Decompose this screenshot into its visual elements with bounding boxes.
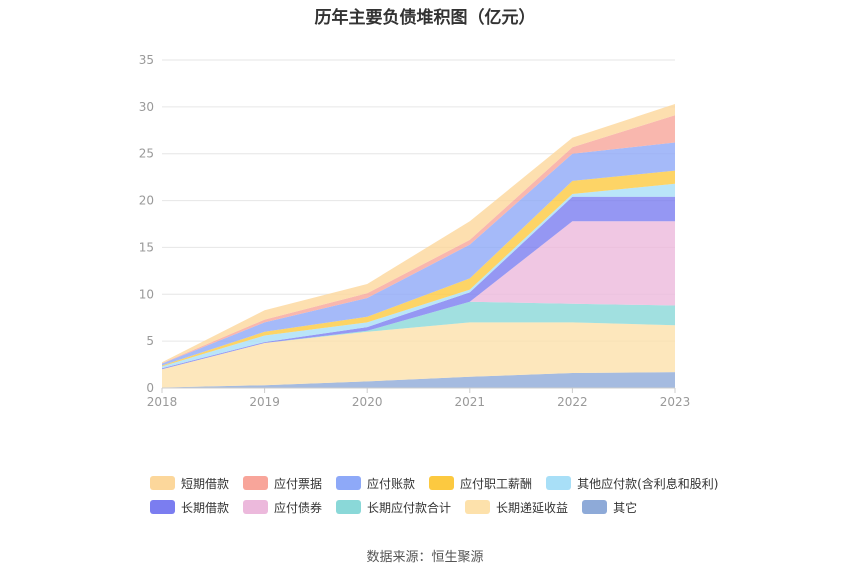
area-series-1[interactable] [162,322,675,388]
legend-label: 长期借款 [181,500,230,515]
y-tick-label: 10 [139,287,154,301]
legend-item[interactable]: 长期应付款合计 [336,499,451,516]
legend-item[interactable]: 其它 [582,499,637,516]
legend-item[interactable]: 其他应付款(含利息和股利) [546,475,718,492]
area-series-2[interactable] [162,301,675,370]
x-tick-label: 2022 [557,395,588,409]
area-series-7[interactable] [162,142,675,366]
legend: 短期借款 应付票据 应付账款 应付职工薪酬 其他应付款(含利息和股利) 长期借款 应付债券… [150,471,770,519]
legend-label: 应付票据 [274,476,323,491]
area-series-9[interactable] [162,104,675,364]
legend-item[interactable]: 长期借款 [150,499,229,516]
legend-swatch [582,500,608,514]
x-tick-label: 2021 [455,395,486,409]
area-series-0[interactable] [162,372,675,388]
y-tick-label: 35 [139,53,154,67]
legend-swatch [336,476,362,490]
x-tick-label: 2019 [249,395,280,409]
legend-item[interactable]: 应付债券 [243,499,322,516]
x-tick-label: 2018 [147,395,178,409]
legend-label: 其他应付款(含利息和股利) [577,476,719,491]
legend-label: 长期应付款合计 [367,500,452,515]
x-tick-label: 2023 [660,395,691,409]
legend-item[interactable]: 应付票据 [243,475,322,492]
legend-swatch [546,476,572,490]
legend-label: 应付账款 [367,476,416,491]
legend-item[interactable]: 长期递延收益 [465,499,568,516]
y-tick-label: 25 [139,147,154,161]
x-tick-label: 2020 [352,395,383,409]
legend-label: 短期借款 [181,476,230,491]
legend-swatch [336,500,362,514]
legend-item[interactable]: 应付职工薪酬 [429,475,532,492]
legend-swatch [243,500,269,514]
area-series-4[interactable] [162,196,675,370]
legend-label: 其它 [613,500,638,515]
area-series-3[interactable] [162,221,675,370]
legend-label: 应付债券 [274,500,323,515]
y-tick-label: 20 [139,194,154,208]
legend-swatch [465,500,491,514]
chart-title: 历年主要负债堆积图（亿元） [314,8,536,28]
y-tick-label: 15 [139,240,154,254]
legend-swatch [150,500,175,514]
legend-swatch [429,476,455,490]
legend-label: 长期递延收益 [496,500,569,515]
y-tick-label: 0 [146,381,154,395]
data-source: 数据来源：恒生聚源 [366,550,484,565]
legend-item[interactable]: 应付账款 [336,475,415,492]
y-tick-label: 30 [139,100,154,114]
legend-swatch [243,476,269,490]
legend-label: 应付职工薪酬 [460,476,533,491]
area-series-8[interactable] [162,115,675,364]
legend-row: 长期借款 应付债券 长期应付款合计 长期递延收益 其它 [150,495,770,519]
y-tick-label: 5 [146,334,154,348]
legend-item[interactable]: 短期借款 [150,475,229,492]
legend-row: 短期借款 应付票据 应付账款 应付职工薪酬 其他应付款(含利息和股利) [150,471,770,495]
legend-swatch [150,476,175,490]
